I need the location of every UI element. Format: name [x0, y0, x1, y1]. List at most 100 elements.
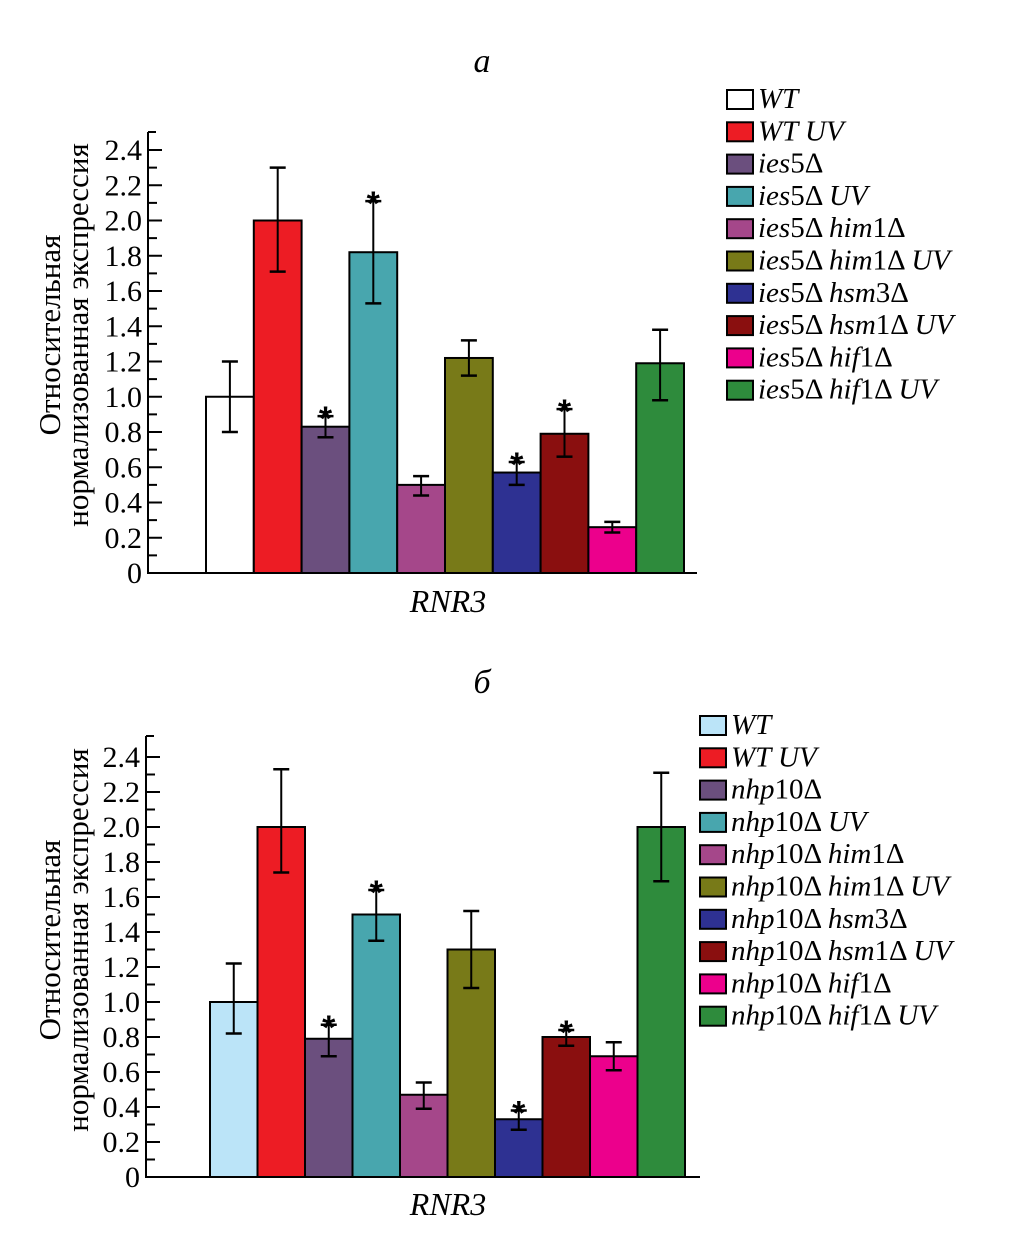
legend-label: ies5Δ hsm3Δ	[758, 277, 909, 309]
significance-star: *	[510, 446, 524, 484]
legend-swatch	[726, 89, 754, 110]
legend-item: nhp10Δ hif1Δ UV	[699, 1000, 939, 1032]
bar	[491, 471, 542, 575]
bar	[348, 251, 399, 574]
legend-item: ies5Δ him1Δ	[726, 212, 906, 244]
panel-a: а Относительная нормализованная экспресс…	[32, 43, 957, 619]
bar	[636, 826, 686, 1178]
error-bar	[365, 199, 382, 305]
legend-label-part: UV	[898, 374, 940, 406]
legend-label-part: 3Δ	[876, 277, 909, 309]
legend-label: nhp10Δ him1Δ UV	[731, 871, 952, 903]
legend-label-part: UV	[913, 935, 955, 967]
y-tick-label: 1.2	[103, 951, 141, 984]
legend-label-part: WT	[731, 709, 773, 741]
legend-item: nhp10Δ him1Δ	[699, 838, 904, 870]
legend-label-part: 5Δ	[790, 374, 829, 406]
bars: * * * *	[209, 768, 686, 1178]
legend-item: ies5Δ UV	[726, 180, 871, 212]
legend-label-part: 1Δ	[871, 871, 910, 903]
legend-label-part: nhp	[731, 967, 775, 999]
error-bar	[221, 360, 238, 434]
legend-item: nhp10Δ UV	[699, 806, 870, 838]
y-axis-label-line1: Относительная	[32, 235, 67, 436]
legend-swatch	[699, 779, 727, 801]
bar	[256, 826, 306, 1178]
legend-label-part: him	[829, 245, 873, 277]
legend-label-part: ies	[758, 148, 790, 180]
error-bar	[604, 520, 621, 534]
error-bar	[508, 460, 525, 487]
significance-star: *	[367, 185, 381, 223]
legend-label-part: nhp	[731, 838, 775, 870]
legend-label-part: 1Δ	[860, 341, 893, 373]
legend-label: nhp10Δ	[731, 774, 822, 806]
legend-label: ies5Δ hif1Δ UV	[758, 374, 940, 406]
y-tick-label: 0	[125, 1161, 140, 1194]
legend-label-part: nhp	[731, 935, 775, 967]
legend-item: nhp10Δ him1Δ UV	[699, 871, 952, 903]
legend-label-part: him	[828, 838, 872, 870]
legend-item: WT	[699, 709, 773, 741]
error-bar	[269, 166, 286, 273]
legend-item: nhp10Δ	[699, 774, 822, 806]
panel-title: б	[473, 664, 492, 701]
significance-star: *	[560, 1014, 574, 1052]
legend-label-part: ies	[758, 180, 790, 212]
legend-label-part: UV	[829, 180, 871, 212]
legend-swatch	[699, 715, 727, 736]
legend-label-part: ies	[758, 245, 790, 277]
legend-item: WT UV	[726, 115, 847, 147]
error-bar	[510, 1109, 527, 1131]
legend-swatch	[726, 282, 754, 304]
error-bar	[225, 962, 242, 1035]
legend-swatch	[699, 941, 727, 963]
legend-label: WT	[758, 83, 800, 115]
error-bar	[652, 328, 669, 402]
legend-label-part: 5Δ	[790, 212, 829, 244]
legend-label-part: 5Δ	[790, 277, 829, 309]
legend-label-part: 5Δ	[790, 309, 829, 341]
bar	[587, 526, 638, 574]
legend-label-part: hif	[828, 967, 863, 999]
legend-label: WT	[731, 709, 773, 741]
bar	[444, 356, 494, 574]
legend-label: WT UV	[758, 115, 847, 147]
error-bar	[463, 909, 480, 990]
y-tick-label: 0.4	[103, 1091, 141, 1124]
legend-label: ies5Δ hif1Δ	[758, 341, 893, 373]
y-tick-label: 1.8	[103, 846, 141, 879]
bars: * * * *	[205, 166, 686, 575]
error-bar	[320, 1023, 337, 1058]
legend-label-part: UV	[915, 309, 957, 341]
legend-label-part: ies	[758, 277, 790, 309]
y-axis-label-line1: Относительная	[32, 840, 67, 1041]
y-tick-label: 2.4	[103, 741, 141, 774]
error-bar	[317, 414, 334, 439]
significance-star: *	[370, 874, 384, 912]
legend-swatch	[726, 153, 754, 175]
legend-label-part: nhp	[731, 903, 775, 935]
panel-b: б Относительная нормализованная экспресс…	[32, 664, 955, 1222]
y-tick-label: 0.6	[105, 451, 143, 484]
legend-label-part: 10Δ	[775, 806, 828, 838]
legend-label: nhp10Δ hif1Δ UV	[731, 1000, 939, 1032]
legend-label-part: ies	[758, 374, 790, 406]
legend-label: WT UV	[731, 741, 820, 773]
bar	[300, 425, 351, 574]
y-tick-label: 1.0	[103, 986, 141, 1019]
legend-label-part: nhp	[731, 1000, 775, 1032]
legend-item: ies5Δ hsm1Δ UV	[726, 309, 957, 341]
y-tick-label: 0	[127, 557, 142, 590]
legend-label-part: 10Δ	[775, 838, 828, 870]
legend-swatch	[699, 876, 727, 898]
bar	[396, 483, 447, 574]
y-tick-label: 2.4	[105, 134, 143, 167]
legend-label-part: nhp	[731, 806, 775, 838]
legend-label-part: nhp	[731, 774, 775, 806]
legend-label-part: him	[829, 212, 873, 244]
legend-label-part: ies	[758, 309, 790, 341]
y-axis-label-line2: нормализованная экспрессия	[60, 143, 95, 526]
significance-star: *	[319, 400, 333, 438]
